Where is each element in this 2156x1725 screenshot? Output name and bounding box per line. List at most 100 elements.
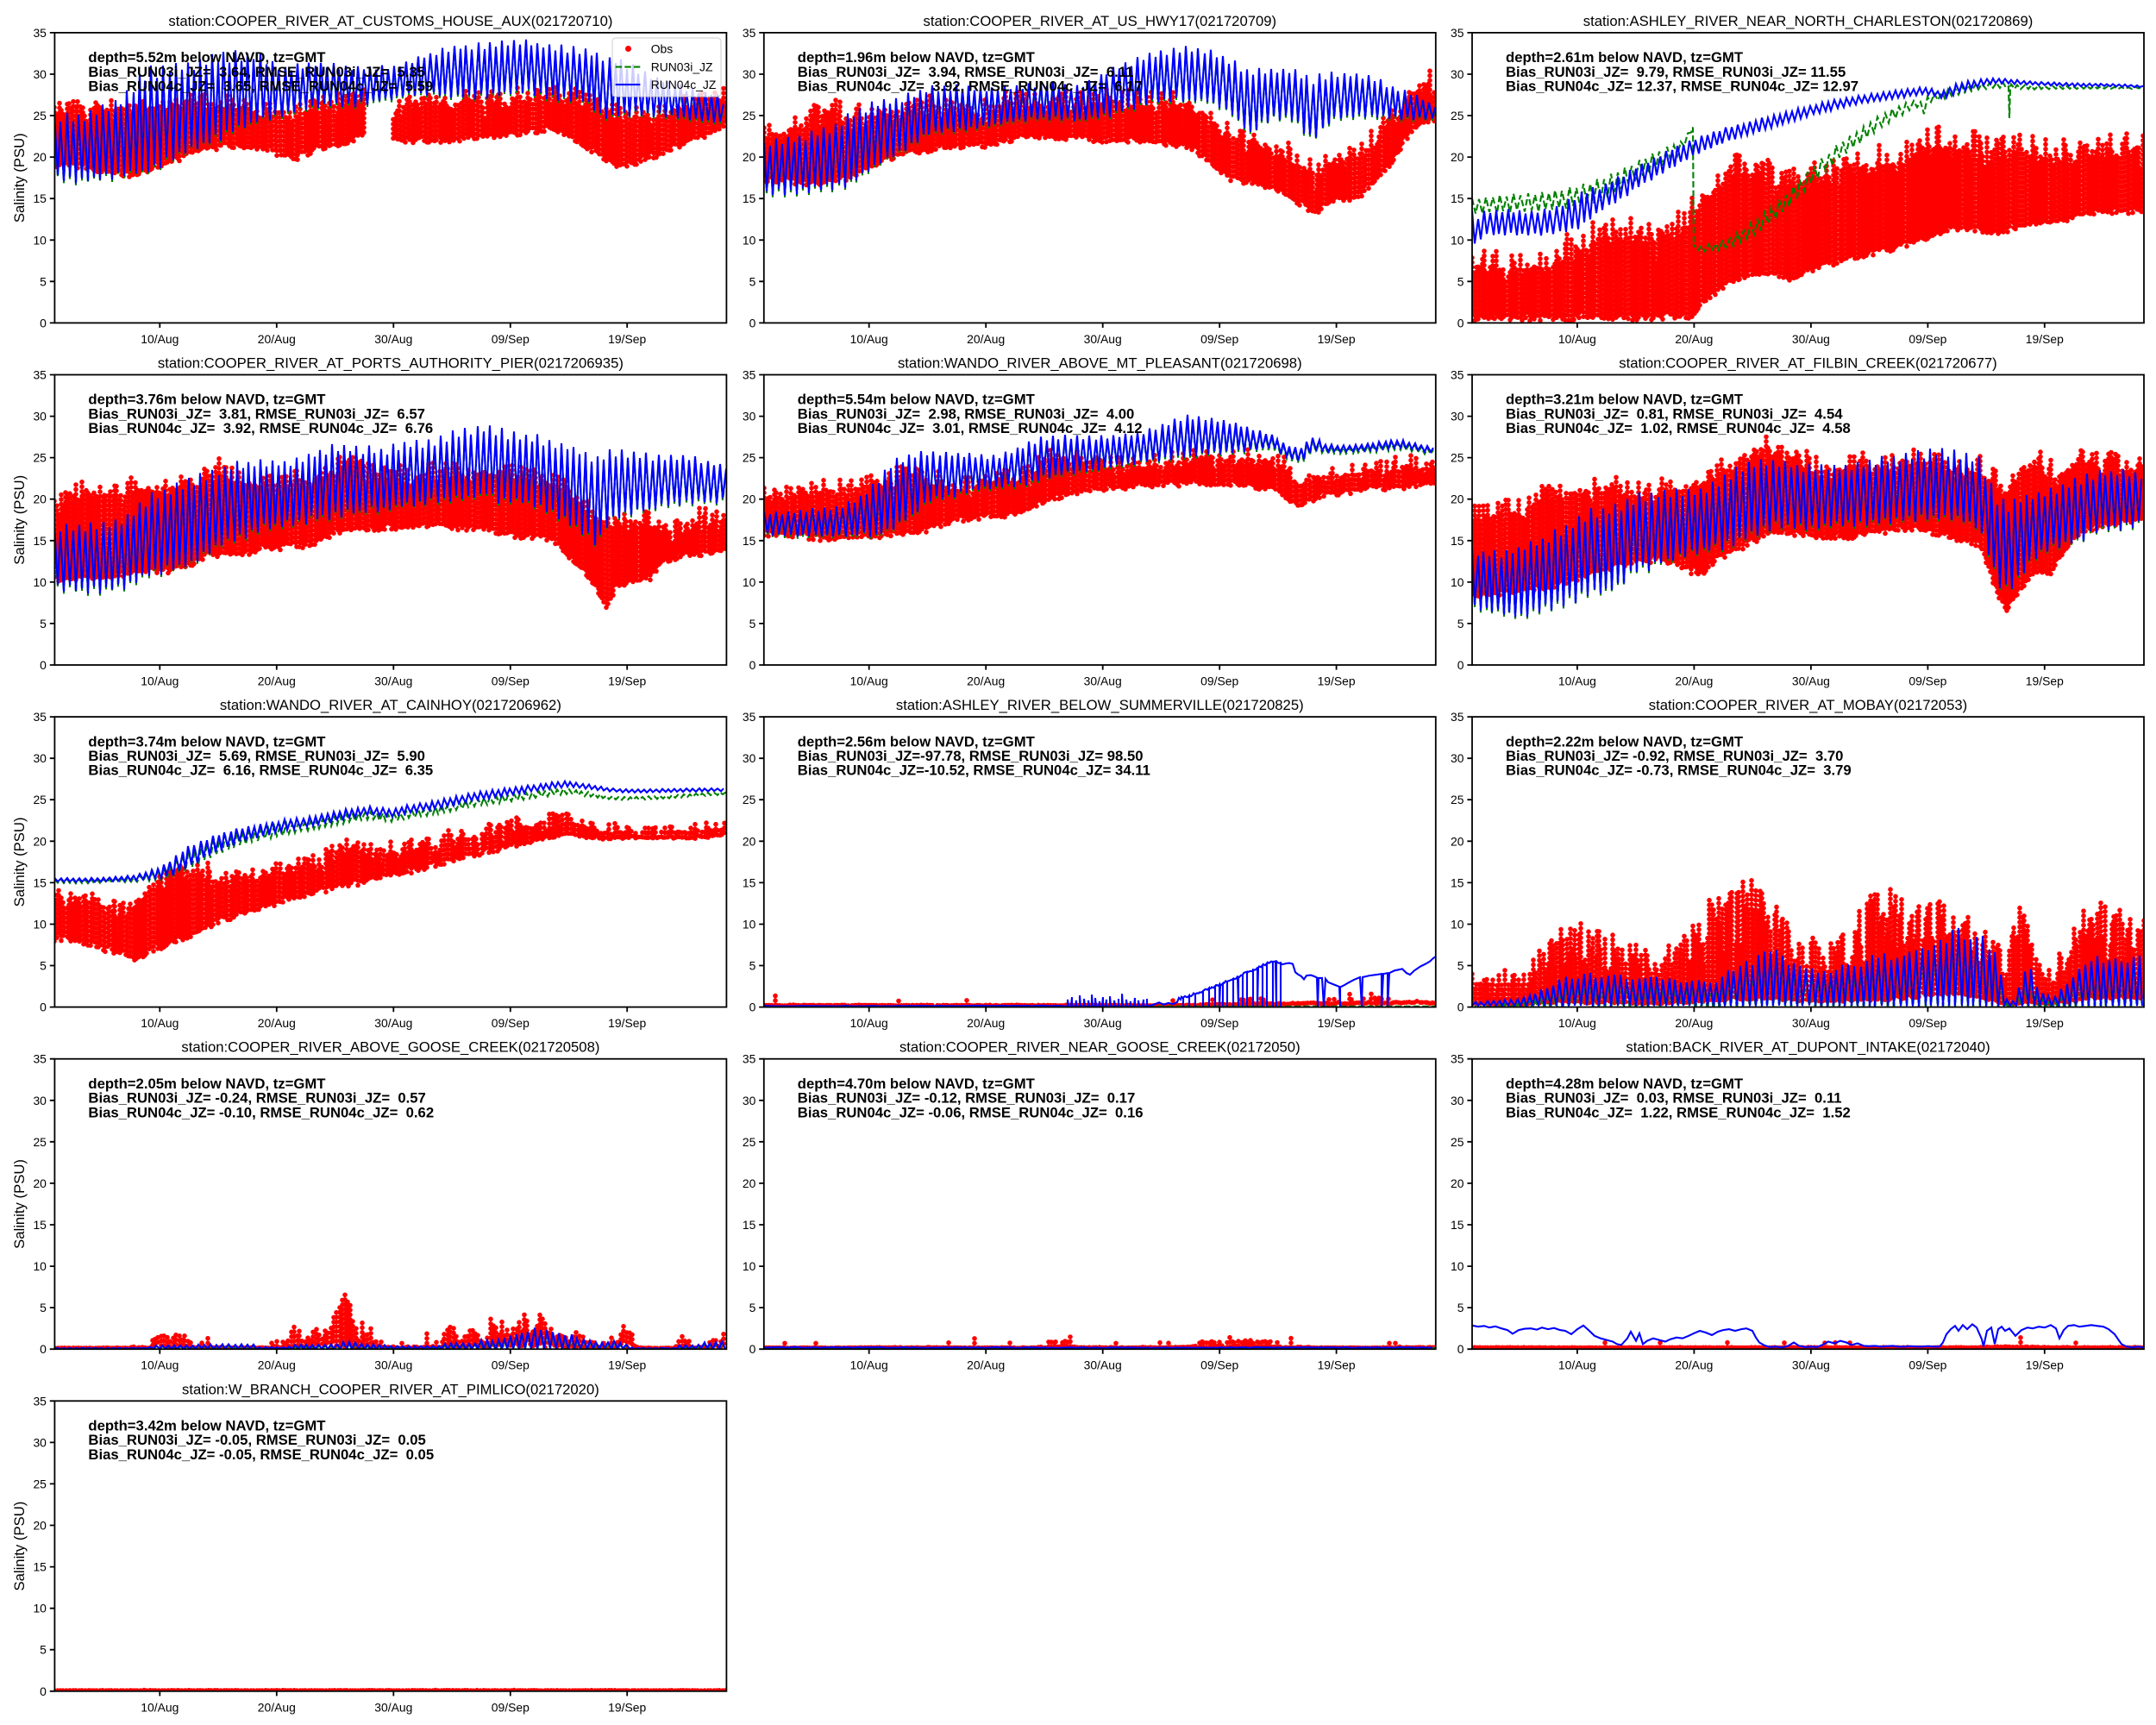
svg-text:5: 5 <box>749 959 756 973</box>
svg-text:15: 15 <box>743 191 756 205</box>
svg-text:Bias_RUN04c_JZ= -0.73, RMSE_RU: Bias_RUN04c_JZ= -0.73, RMSE_RUN04c_JZ= 3… <box>1506 762 1852 779</box>
svg-text:15: 15 <box>33 1560 47 1574</box>
svg-text:0: 0 <box>40 1000 47 1014</box>
svg-text:depth=4.28m below NAVD, tz=GMT: depth=4.28m below NAVD, tz=GMT <box>1506 1076 1744 1092</box>
svg-text:19/Sep: 19/Sep <box>608 1016 646 1030</box>
svg-text:depth=2.61m below NAVD, tz=GMT: depth=2.61m below NAVD, tz=GMT <box>1506 49 1744 66</box>
svg-text:10: 10 <box>33 1259 47 1273</box>
svg-text:19/Sep: 19/Sep <box>1318 332 1356 346</box>
svg-text:Obs: Obs <box>651 42 674 56</box>
svg-text:depth=2.22m below NAVD, tz=GMT: depth=2.22m below NAVD, tz=GMT <box>1506 733 1744 750</box>
svg-text:Bias_RUN03i_JZ= -0.92, RMSE_RU: Bias_RUN03i_JZ= -0.92, RMSE_RUN03i_JZ= 3… <box>1506 748 1843 764</box>
svg-text:09/Sep: 09/Sep <box>1200 1016 1238 1030</box>
svg-text:0: 0 <box>1457 316 1464 329</box>
svg-text:09/Sep: 09/Sep <box>492 674 530 688</box>
svg-text:station:COOPER_RIVER_AT_CUSTOM: station:COOPER_RIVER_AT_CUSTOMS_HOUSE_AU… <box>168 13 612 29</box>
svg-text:20/Aug: 20/Aug <box>258 1016 296 1030</box>
svg-text:10: 10 <box>743 233 756 247</box>
svg-text:35: 35 <box>33 368 47 382</box>
svg-text:Bias_RUN04c_JZ=-10.52, RMSE_RU: Bias_RUN04c_JZ=-10.52, RMSE_RUN04c_JZ= 3… <box>798 762 1150 779</box>
svg-text:20/Aug: 20/Aug <box>1675 1358 1713 1372</box>
svg-text:0: 0 <box>749 1000 756 1014</box>
svg-text:0: 0 <box>40 316 47 329</box>
svg-text:Bias_RUN03i_JZ= 3.94, RMSE_RU: Bias_RUN03i_JZ= 3.94, RMSE_RUN03i_JZ= 6.… <box>798 64 1134 80</box>
svg-text:30: 30 <box>1451 751 1464 765</box>
svg-text:25: 25 <box>33 451 47 465</box>
svg-text:20/Aug: 20/Aug <box>258 332 296 346</box>
svg-text:09/Sep: 09/Sep <box>1200 674 1238 688</box>
svg-text:station:COOPER_RIVER_AT_US_HWY: station:COOPER_RIVER_AT_US_HWY17(0217207… <box>923 13 1276 29</box>
svg-text:5: 5 <box>40 1301 47 1314</box>
svg-text:09/Sep: 09/Sep <box>492 332 530 346</box>
svg-text:station:ASHLEY_RIVER_NEAR_NORT: station:ASHLEY_RIVER_NEAR_NORTH_CHARLEST… <box>1583 13 2034 29</box>
svg-text:30: 30 <box>1451 1094 1464 1107</box>
svg-text:30: 30 <box>33 410 47 423</box>
svg-text:depth=5.52m below NAVD, tz=GMT: depth=5.52m below NAVD, tz=GMT <box>88 49 326 66</box>
svg-text:10/Aug: 10/Aug <box>141 332 179 346</box>
svg-text:depth=3.76m below NAVD, tz=GMT: depth=3.76m below NAVD, tz=GMT <box>88 392 326 408</box>
svg-text:10: 10 <box>33 575 47 589</box>
svg-text:20: 20 <box>1451 492 1464 506</box>
svg-text:Bias_RUN04c_JZ= 6.16, RMSE_RU: Bias_RUN04c_JZ= 6.16, RMSE_RUN04c_JZ= 6.… <box>88 762 433 779</box>
svg-text:19/Sep: 19/Sep <box>2026 674 2064 688</box>
svg-text:30/Aug: 30/Aug <box>1792 1016 1830 1030</box>
svg-text:09/Sep: 09/Sep <box>1908 332 1946 346</box>
svg-text:10: 10 <box>1451 575 1464 589</box>
svg-text:20/Aug: 20/Aug <box>967 674 1005 688</box>
svg-text:station:W_BRANCH_COOPER_RIVER_: station:W_BRANCH_COOPER_RIVER_AT_PIMLICO… <box>182 1381 599 1397</box>
svg-text:35: 35 <box>33 26 47 40</box>
svg-text:5: 5 <box>40 1643 47 1657</box>
svg-text:30: 30 <box>743 1094 756 1107</box>
svg-text:5: 5 <box>1457 274 1464 288</box>
svg-text:19/Sep: 19/Sep <box>1318 674 1356 688</box>
svg-text:25: 25 <box>33 1477 47 1490</box>
svg-text:0: 0 <box>40 1684 47 1698</box>
svg-text:Bias_RUN04c_JZ= 1.02, RMSE_RU: Bias_RUN04c_JZ= 1.02, RMSE_RUN04c_JZ= 4.… <box>1506 420 1851 436</box>
svg-text:20/Aug: 20/Aug <box>967 1016 1005 1030</box>
svg-text:30/Aug: 30/Aug <box>1084 1358 1122 1372</box>
svg-text:depth=4.70m below NAVD, tz=GMT: depth=4.70m below NAVD, tz=GMT <box>798 1076 1036 1092</box>
svg-text:Bias_RUN04c_JZ= 3.92, RMSE_RU: Bias_RUN04c_JZ= 3.92, RMSE_RUN04c_JZ= 6.… <box>798 78 1143 95</box>
svg-text:20: 20 <box>743 492 756 506</box>
svg-text:depth=2.05m below NAVD, tz=GMT: depth=2.05m below NAVD, tz=GMT <box>88 1076 326 1092</box>
svg-text:25: 25 <box>743 109 756 122</box>
svg-text:30/Aug: 30/Aug <box>1084 332 1122 346</box>
svg-text:station:COOPER_RIVER_NEAR_GOOS: station:COOPER_RIVER_NEAR_GOOSE_CREEK(02… <box>899 1039 1300 1056</box>
svg-text:09/Sep: 09/Sep <box>1908 674 1946 688</box>
svg-text:25: 25 <box>743 451 756 465</box>
svg-text:35: 35 <box>743 710 756 724</box>
svg-text:Salinity (PSU): Salinity (PSU) <box>11 1502 28 1591</box>
svg-text:35: 35 <box>743 368 756 382</box>
svg-text:20/Aug: 20/Aug <box>258 1700 296 1714</box>
svg-text:09/Sep: 09/Sep <box>492 1358 530 1372</box>
svg-text:5: 5 <box>1457 959 1464 973</box>
svg-text:09/Sep: 09/Sep <box>1200 1358 1238 1372</box>
svg-text:5: 5 <box>749 274 756 288</box>
svg-text:30: 30 <box>33 1435 47 1449</box>
svg-text:10/Aug: 10/Aug <box>141 1700 179 1714</box>
svg-text:35: 35 <box>1451 26 1464 40</box>
svg-text:15: 15 <box>1451 875 1464 889</box>
svg-text:30/Aug: 30/Aug <box>374 1358 412 1372</box>
svg-text:20: 20 <box>33 1176 47 1190</box>
svg-text:35: 35 <box>743 1052 756 1066</box>
svg-text:Bias_RUN03i_JZ= 0.03, RMSE_RU: Bias_RUN03i_JZ= 0.03, RMSE_RUN03i_JZ= 0.… <box>1506 1090 1842 1107</box>
svg-text:25: 25 <box>1451 1135 1464 1149</box>
svg-text:depth=2.56m below NAVD, tz=GMT: depth=2.56m below NAVD, tz=GMT <box>798 733 1036 750</box>
svg-text:20: 20 <box>33 834 47 848</box>
svg-text:depth=5.54m below NAVD, tz=GMT: depth=5.54m below NAVD, tz=GMT <box>798 392 1036 408</box>
svg-text:Bias_RUN03i_JZ= 2.98, RMSE_RU: Bias_RUN03i_JZ= 2.98, RMSE_RUN03i_JZ= 4.… <box>798 405 1135 422</box>
svg-text:35: 35 <box>33 1394 47 1408</box>
svg-text:20: 20 <box>33 1519 47 1533</box>
svg-text:0: 0 <box>40 658 47 672</box>
svg-text:10/Aug: 10/Aug <box>850 332 888 346</box>
svg-text:20/Aug: 20/Aug <box>967 1358 1005 1372</box>
svg-text:19/Sep: 19/Sep <box>608 1358 646 1372</box>
svg-text:20: 20 <box>33 492 47 506</box>
svg-text:10/Aug: 10/Aug <box>141 1016 179 1030</box>
svg-text:15: 15 <box>743 534 756 548</box>
svg-text:25: 25 <box>1451 451 1464 465</box>
svg-text:20: 20 <box>1451 834 1464 848</box>
svg-text:0: 0 <box>1457 1000 1464 1014</box>
svg-text:10: 10 <box>1451 1259 1464 1273</box>
